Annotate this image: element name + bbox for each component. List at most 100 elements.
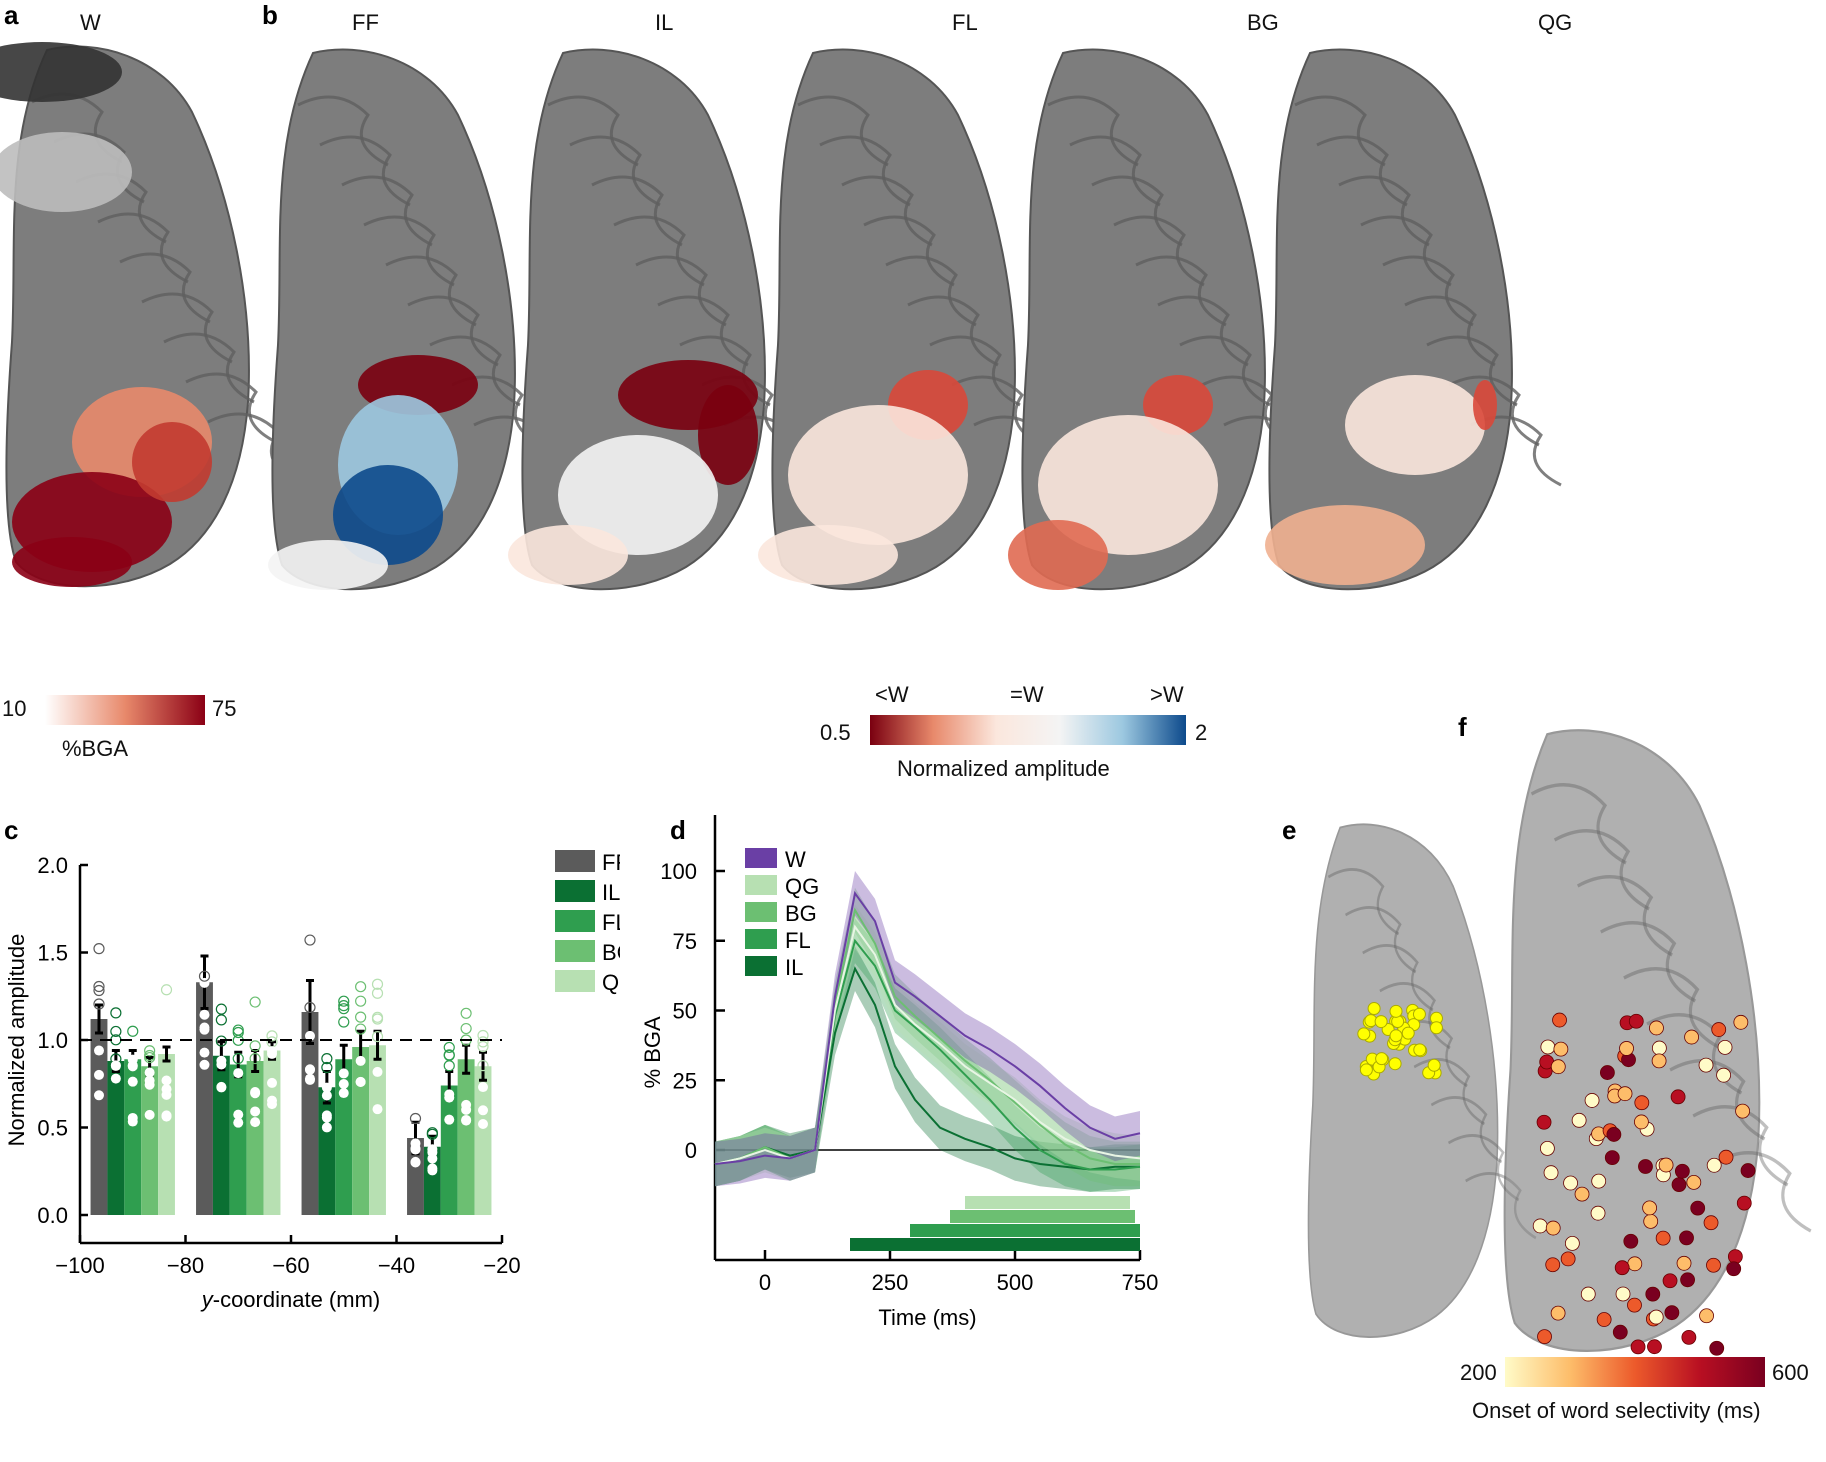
electrode-dot: [1574, 1186, 1590, 1202]
line-W: [714, 890, 1141, 1165]
colorbar-b-min: 0.5: [820, 720, 851, 745]
data-point: [371, 1030, 384, 1043]
electrode-dot: [1651, 1040, 1667, 1056]
sulcus: [1382, 255, 1474, 327]
sulcus: [1327, 868, 1400, 936]
panel-label-e: e: [1282, 815, 1297, 845]
legend-label-BG: BG: [785, 901, 817, 926]
data-point: [233, 1117, 244, 1128]
data-point: [250, 1117, 261, 1128]
sulcus: [1430, 1096, 1503, 1164]
data-point: [199, 1022, 210, 1033]
activation-region: [758, 525, 898, 585]
electrode-dot: [1679, 1230, 1694, 1246]
electrode-dot: [1676, 1255, 1692, 1271]
data-point: [477, 1036, 489, 1048]
electrode-dot: [1647, 1339, 1662, 1355]
data-point: [355, 1023, 367, 1035]
colorbar-a: [45, 695, 205, 725]
sulcus: [635, 255, 727, 327]
electrode-dot: [1359, 1063, 1373, 1077]
sulcus: [1553, 829, 1650, 911]
data-point: [144, 1109, 155, 1120]
significance-bar-BG: [950, 1210, 1135, 1223]
y-axis-label: Normalized amplitude: [4, 934, 29, 1147]
activation-region: [1265, 505, 1425, 585]
significance-bar-FL: [910, 1224, 1140, 1237]
electrode-dot: [1590, 1205, 1606, 1221]
electrode-dot: [1718, 1149, 1734, 1165]
electrode-dot: [1617, 1086, 1633, 1102]
data-point: [478, 1119, 489, 1130]
electrode-dot: [1645, 1286, 1661, 1302]
data-point: [267, 1099, 278, 1110]
electrode-dot: [1706, 1257, 1721, 1273]
error-bar: [162, 1045, 171, 1063]
sulcus: [1530, 783, 1627, 865]
electrode-dot: [1388, 1057, 1402, 1071]
data-point: [338, 995, 350, 1007]
panel-label-b: b: [262, 0, 278, 30]
electrode-dot: [1740, 1163, 1756, 1178]
electrode-dot: [1606, 1127, 1622, 1142]
y-tick-label: 0.0: [37, 1203, 68, 1228]
data-point: [338, 1016, 350, 1028]
activation-region: [0, 42, 122, 102]
bar-IL: [107, 1061, 125, 1215]
electrode-dot: [1623, 1233, 1639, 1249]
electrode-dot: [1545, 1257, 1561, 1273]
data-point: [444, 1114, 455, 1125]
significance-bar-QG: [965, 1196, 1130, 1209]
sulcus: [1047, 95, 1139, 167]
data-point: [461, 1115, 472, 1126]
activation-region: [132, 422, 212, 502]
y-tick-label: 1.5: [37, 941, 68, 966]
bar-BG: [352, 1047, 370, 1215]
electrode-dot: [1413, 1043, 1427, 1057]
electrode-dot: [1401, 1026, 1415, 1040]
x-tick-label: −20: [483, 1253, 520, 1278]
error-bar: [94, 1003, 103, 1035]
data-point: [477, 1040, 489, 1053]
sulcus: [297, 95, 389, 167]
data-point: [199, 1009, 210, 1020]
panel-label-c: c: [4, 815, 19, 845]
sulcus: [657, 295, 749, 367]
activation-region: [268, 540, 388, 590]
brain-surface: [1268, 48, 1513, 591]
significance-bar-IL: [850, 1238, 1140, 1251]
panel-label-d: d: [670, 815, 686, 845]
electrode-dot: [1630, 1339, 1646, 1355]
bar-IL: [212, 1055, 230, 1215]
data-point: [321, 1053, 333, 1065]
electrode-dot: [1429, 1021, 1443, 1035]
legend-swatch-FL: [745, 929, 777, 949]
panel-b-title-fl: FL: [952, 10, 978, 35]
electrode-dot: [1648, 1309, 1664, 1325]
electrode-dot: [1736, 1195, 1752, 1211]
sulcus: [1294, 95, 1386, 167]
electrode-dot: [1412, 1007, 1426, 1021]
electrode-dot: [1537, 1329, 1552, 1345]
data-point: [127, 1076, 138, 1087]
data-point: [144, 1075, 155, 1086]
electrode-dot: [1628, 1013, 1644, 1029]
data-point: [355, 995, 367, 1007]
data-point: [232, 1052, 244, 1065]
data-point: [304, 1001, 316, 1014]
electrode-dot: [1614, 1260, 1630, 1276]
sulcus: [1715, 1151, 1812, 1233]
y-axis-label: % BGA: [640, 1016, 665, 1088]
electrode-dot: [1374, 1015, 1388, 1029]
sulcus: [1404, 295, 1496, 367]
line-IL: [714, 966, 1140, 1171]
sulcus: [797, 95, 889, 167]
data-point: [267, 1077, 278, 1088]
data-point: [321, 1061, 333, 1074]
electrode-dot: [1357, 1027, 1371, 1041]
y-tick-label: 0: [685, 1138, 697, 1163]
sulcus: [863, 215, 955, 287]
electrode-dot: [1389, 1029, 1403, 1043]
sulcus: [907, 295, 999, 367]
data-point: [478, 1105, 489, 1116]
